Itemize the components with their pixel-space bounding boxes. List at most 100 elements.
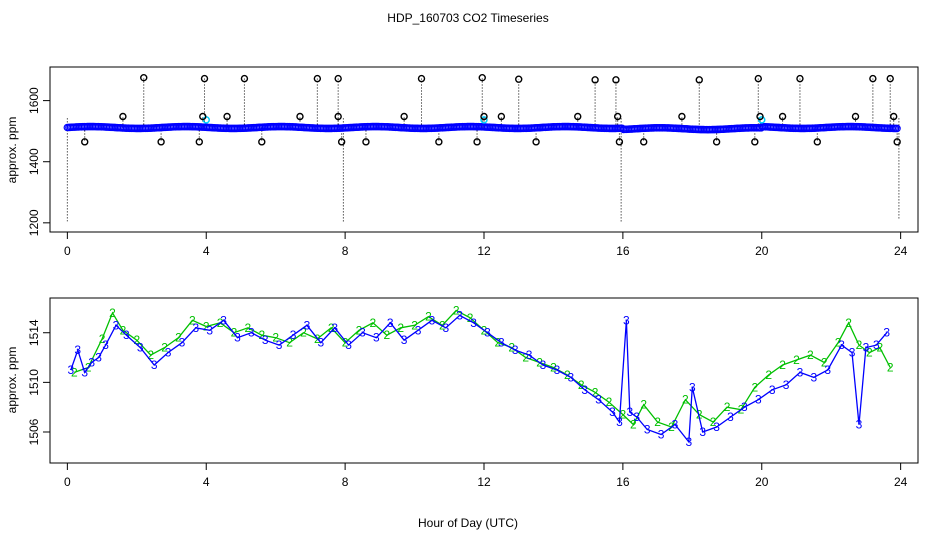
series-3-point: 3 — [727, 410, 734, 424]
series-3-point: 3 — [686, 435, 693, 449]
outlier-point — [119, 112, 127, 121]
top-x-tick-label: 8 — [342, 244, 349, 258]
series-3-point: 3 — [179, 336, 186, 350]
series-3-point: 3 — [755, 393, 762, 407]
series-2-line — [74, 309, 891, 428]
series-3-point: 3 — [623, 313, 630, 327]
series-2-point: 2 — [522, 351, 529, 365]
series-2-point: 2 — [866, 346, 873, 360]
series-2-point: 2 — [724, 400, 731, 414]
series-3-point: 3 — [470, 316, 477, 330]
series-3-point: 3 — [165, 346, 172, 360]
top-x-tick-label: 0 — [64, 244, 71, 258]
series-3-point: 3 — [484, 326, 491, 340]
x-axis-label: Hour of Day (UTC) — [418, 516, 518, 530]
outlier-point — [751, 138, 759, 146]
outlier-point — [889, 112, 898, 121]
series-3-point: 3 — [429, 313, 436, 327]
series-3-point: 3 — [849, 346, 856, 360]
top-y-tick-label: 1600 — [27, 87, 41, 114]
series-2-point: 2 — [779, 358, 786, 372]
series-2-point: 2 — [453, 303, 460, 317]
series-2-point: 2 — [286, 336, 293, 350]
bottom-x-tick-label: 24 — [894, 475, 908, 489]
outlier-point — [140, 73, 148, 82]
series-3-point: 3 — [689, 380, 696, 394]
outlier-point — [313, 74, 322, 83]
series-3-point: 3 — [137, 341, 144, 355]
series-3-point: 3 — [88, 356, 95, 370]
series-3-point: 3 — [873, 338, 880, 352]
series-2-point: 2 — [300, 326, 307, 340]
outlier-point — [754, 74, 762, 83]
series-2-point: 2 — [99, 332, 106, 346]
outlier-point — [893, 138, 901, 146]
series-3-point: 3 — [741, 400, 748, 414]
series-3-point: 3 — [123, 328, 130, 342]
outlier-point — [886, 74, 894, 83]
outlier-point — [695, 76, 703, 84]
series-3-point: 3 — [304, 318, 311, 332]
bottom-y-axis-label: approx. ppm — [5, 347, 19, 414]
outlier-point — [334, 74, 342, 83]
bottom-x-tick-label: 20 — [755, 475, 769, 489]
top-x-tick-label: 16 — [616, 244, 630, 258]
series-3-point: 3 — [699, 425, 706, 439]
series-3-point: 3 — [498, 336, 505, 350]
outlier-point — [612, 76, 620, 84]
chart-title: HDP_160703 CO2 Timeseries — [387, 11, 548, 25]
series-2-point: 2 — [133, 333, 140, 347]
outlier-point — [157, 138, 165, 146]
baseline-point — [893, 124, 901, 133]
top-x-tick-label: 20 — [755, 244, 769, 258]
top-panel: 1200 1400 1600 0 4 8 12 16 20 24 approx. ppm — [5, 66, 919, 258]
series-3-point: 3 — [810, 370, 817, 384]
series-3-point: 3 — [783, 378, 790, 392]
series-2-point: 2 — [710, 415, 717, 429]
series-3-point: 3 — [540, 358, 547, 372]
outlier-point — [337, 138, 346, 146]
series-2-point: 2 — [550, 360, 557, 374]
series-2-point: 2 — [411, 318, 418, 332]
series-2-point: 2 — [696, 408, 703, 422]
bottom-x-tick-label: 12 — [477, 475, 491, 489]
series-3-point: 3 — [797, 365, 804, 379]
series-2-point: 2 — [383, 328, 390, 342]
series-3-point: 3 — [644, 423, 651, 437]
outlier-point — [869, 74, 877, 83]
series-3-point: 3 — [442, 321, 449, 335]
top-x-tick-label: 12 — [477, 244, 491, 258]
series-3-point: 3 — [883, 326, 890, 340]
series-2-point: 2 — [682, 393, 689, 407]
series-2-point: 2 — [835, 336, 842, 350]
outlier-point — [851, 112, 860, 121]
series-2-point: 2 — [258, 328, 265, 342]
outlier-point — [81, 138, 89, 146]
series-2-point: 2 — [189, 313, 196, 327]
outlier-point — [258, 138, 266, 146]
series-2-point: 2 — [751, 380, 758, 394]
series-3-point: 3 — [387, 316, 394, 330]
series-3-point: 3 — [113, 318, 120, 332]
series-2-point: 2 — [630, 418, 637, 432]
outlier-point — [473, 138, 481, 146]
bottom-y-tick-label: 1514 — [27, 319, 41, 346]
series-2-point: 2 — [109, 306, 116, 320]
outlier-point — [199, 112, 207, 121]
series-3-point: 3 — [317, 336, 324, 350]
series-2-point: 2 — [328, 321, 335, 335]
outlier-point — [223, 112, 231, 121]
outlier-point — [435, 138, 443, 146]
series-2-point: 2 — [467, 311, 474, 325]
series-3-point: 3 — [151, 358, 158, 372]
series-2-point: 2 — [397, 321, 404, 335]
series-3-point: 3 — [512, 343, 519, 357]
series-2-point: 2 — [147, 348, 154, 362]
outlier-point — [678, 112, 686, 121]
outlier-point — [532, 138, 540, 146]
series-2-point: 2 — [120, 323, 127, 337]
bottom-y-tick-label: 1506 — [27, 418, 41, 445]
series-3-point: 3 — [67, 363, 74, 377]
series-3-point: 3 — [595, 393, 602, 407]
